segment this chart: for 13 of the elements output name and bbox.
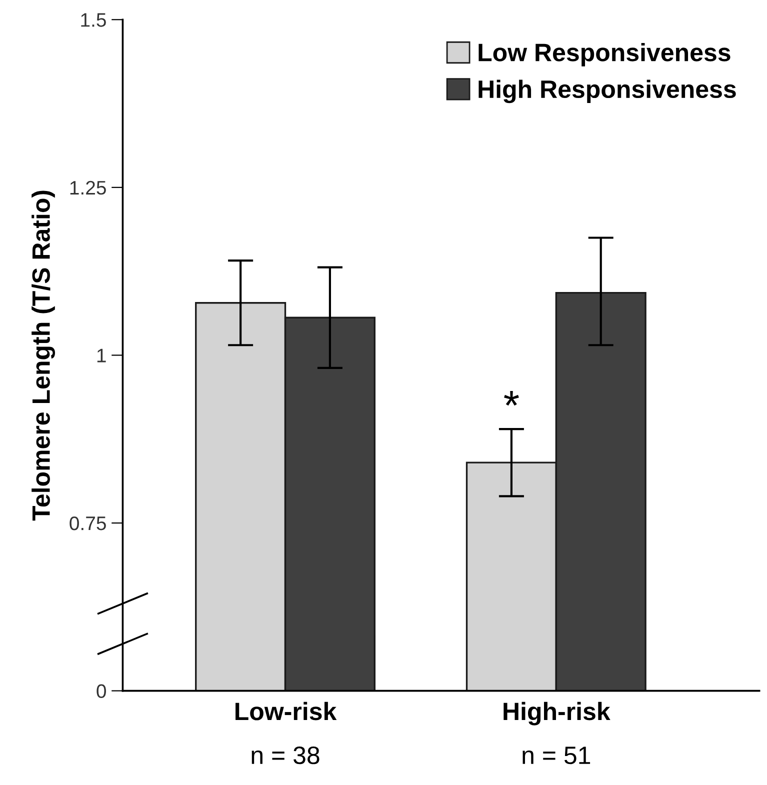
annotation: * — [504, 391, 519, 406]
y-tick-label: 1.5 — [81, 13, 106, 27]
text: n = 51 — [522, 746, 590, 764]
x-tick-label: High-risk — [504, 702, 610, 726]
y-tick-label: 0.75 — [70, 516, 106, 530]
x-tick-label: Low-risk — [236, 702, 337, 720]
y-tick-label: 0 — [96, 684, 106, 698]
text: n = 38 — [252, 746, 320, 764]
y-tick-label: 1.25 — [70, 180, 106, 195]
legend-label: Low Responsiveness — [478, 43, 730, 66]
y-axis-title: Telomere Length (T/S Ratio) — [32, 190, 56, 521]
y-tick-label: 1 — [97, 348, 106, 362]
legend-label: High Responsiveness — [478, 80, 736, 104]
